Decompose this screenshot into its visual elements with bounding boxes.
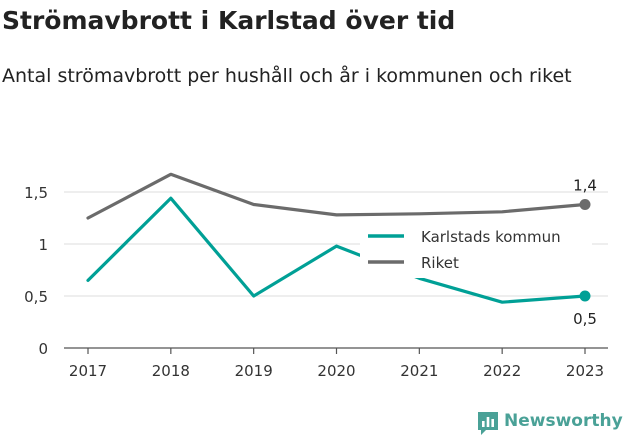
- end-value-label: 1,4: [573, 176, 597, 194]
- series-lines: [86, 172, 587, 304]
- end-point-marker: [579, 198, 591, 210]
- legend-label: Karlstads kommun: [421, 228, 561, 246]
- end-point-marker: [579, 290, 591, 302]
- end-value-label: 0,5: [573, 310, 597, 328]
- legend: Karlstads kommun Riket: [360, 222, 592, 278]
- chart-title: Strömavbrott i Karlstad över tid: [2, 6, 456, 35]
- x-tick-label: 2017: [69, 362, 107, 380]
- y-tick-label: 1: [38, 236, 48, 254]
- newsworthy-logo: Newsworthy: [474, 407, 630, 437]
- bar-chart-badge-icon: [478, 412, 498, 435]
- data-labels: 0,5 1,4: [573, 176, 597, 328]
- legend-background: [360, 222, 592, 278]
- x-tick-label: 2021: [400, 362, 438, 380]
- brand-name: Newsworthy: [504, 411, 623, 431]
- x-tick-label: 2019: [235, 362, 273, 380]
- y-tick-label: 0,5: [24, 288, 48, 306]
- series-line-karlstads-kommun: [86, 196, 587, 304]
- axis-ticks: 0 0,5 1 1,5 2017 2018 2019 2020 2021 2022 2023: [24, 184, 604, 380]
- series-line-riket: [86, 172, 587, 220]
- x-tick-label: 2023: [566, 362, 604, 380]
- x-tick-label: 2018: [152, 362, 190, 380]
- legend-label: Riket: [421, 254, 459, 272]
- chart-subtitle: Antal strömavbrott per hushåll och år i …: [2, 65, 572, 87]
- y-tick-label: 1,5: [24, 184, 48, 202]
- x-tick-label: 2022: [483, 362, 521, 380]
- x-tick-label: 2020: [317, 362, 355, 380]
- y-tick-label: 0: [38, 340, 48, 358]
